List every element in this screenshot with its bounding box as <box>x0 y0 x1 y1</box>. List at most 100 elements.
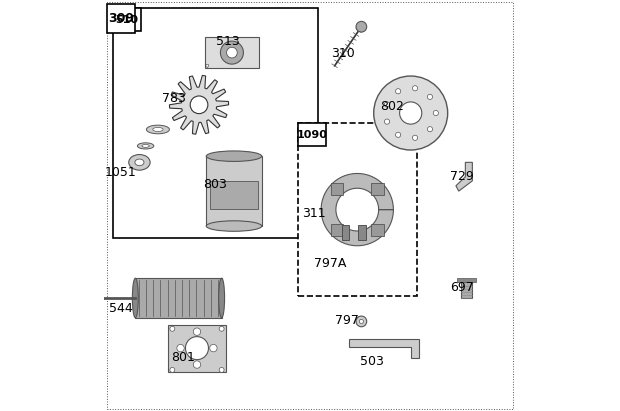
Text: 310: 310 <box>331 47 355 60</box>
Circle shape <box>356 316 366 327</box>
Bar <box>298 123 327 146</box>
Bar <box>206 156 262 226</box>
Ellipse shape <box>135 159 144 166</box>
Point <box>143 314 150 319</box>
Point <box>143 277 150 282</box>
Text: eReplacementParts.com: eReplacementParts.com <box>234 211 386 224</box>
Point <box>171 314 179 319</box>
Bar <box>135 278 221 318</box>
Bar <box>330 183 343 196</box>
Circle shape <box>170 326 175 331</box>
Circle shape <box>356 21 366 32</box>
Circle shape <box>384 119 389 124</box>
Polygon shape <box>169 75 229 134</box>
Bar <box>205 37 259 68</box>
Point <box>215 314 222 319</box>
Point <box>215 277 222 282</box>
Point <box>207 314 215 319</box>
Ellipse shape <box>138 143 154 149</box>
Circle shape <box>427 127 433 132</box>
Point <box>149 314 157 319</box>
Point <box>179 314 186 319</box>
Circle shape <box>177 344 184 352</box>
Circle shape <box>427 94 433 99</box>
Circle shape <box>400 102 422 124</box>
Point <box>157 277 164 282</box>
Ellipse shape <box>206 221 262 231</box>
Ellipse shape <box>146 125 169 134</box>
Circle shape <box>210 344 217 352</box>
Bar <box>113 8 318 238</box>
Circle shape <box>190 96 208 113</box>
Bar <box>358 225 366 240</box>
Text: 783: 783 <box>162 92 186 105</box>
Circle shape <box>206 65 208 67</box>
Point <box>200 314 207 319</box>
Point <box>185 314 193 319</box>
Bar <box>330 224 343 236</box>
Text: 697: 697 <box>450 281 474 294</box>
Bar <box>371 183 384 196</box>
Point <box>193 314 200 319</box>
Circle shape <box>412 135 418 141</box>
Bar <box>457 278 476 282</box>
Bar <box>461 281 472 298</box>
Text: 803: 803 <box>203 178 228 192</box>
Circle shape <box>206 65 208 67</box>
Bar <box>168 325 226 372</box>
Point <box>131 296 139 300</box>
Point <box>149 277 157 282</box>
Circle shape <box>193 361 201 368</box>
Text: 311: 311 <box>303 207 326 220</box>
Circle shape <box>185 337 208 360</box>
Text: 801: 801 <box>170 351 195 364</box>
Ellipse shape <box>153 127 163 132</box>
Text: 797A: 797A <box>314 256 347 270</box>
Circle shape <box>219 367 224 372</box>
Point <box>200 277 207 282</box>
Text: 309: 309 <box>108 12 134 25</box>
Polygon shape <box>321 173 394 246</box>
Bar <box>210 181 257 208</box>
Circle shape <box>396 132 401 137</box>
Text: 1090: 1090 <box>296 129 327 140</box>
Point <box>207 277 215 282</box>
Text: 1051: 1051 <box>105 166 137 179</box>
Circle shape <box>226 47 237 58</box>
Circle shape <box>374 76 448 150</box>
Text: 513: 513 <box>216 35 240 48</box>
Point <box>185 277 193 282</box>
Point <box>171 277 179 282</box>
Circle shape <box>193 328 201 335</box>
Circle shape <box>396 89 401 94</box>
Ellipse shape <box>219 278 224 318</box>
Point <box>99 296 106 300</box>
Text: 503: 503 <box>360 355 384 368</box>
Bar <box>113 8 141 31</box>
Text: 729: 729 <box>450 170 474 183</box>
Polygon shape <box>456 162 472 191</box>
Circle shape <box>219 326 224 331</box>
Circle shape <box>384 102 389 107</box>
Point <box>179 277 186 282</box>
Bar <box>298 123 417 296</box>
Circle shape <box>412 85 418 91</box>
Circle shape <box>433 111 438 115</box>
Point <box>157 314 164 319</box>
Circle shape <box>206 65 208 67</box>
Point <box>193 277 200 282</box>
Point <box>135 314 143 319</box>
Circle shape <box>206 65 208 67</box>
Point <box>164 314 171 319</box>
Text: 510: 510 <box>115 14 139 25</box>
Ellipse shape <box>142 145 149 147</box>
Circle shape <box>220 41 244 64</box>
Bar <box>371 224 384 236</box>
Text: 797: 797 <box>335 314 359 327</box>
Circle shape <box>206 65 208 67</box>
Circle shape <box>170 367 175 372</box>
Point <box>135 277 143 282</box>
Ellipse shape <box>132 278 138 318</box>
Circle shape <box>360 319 363 323</box>
Ellipse shape <box>206 151 262 162</box>
